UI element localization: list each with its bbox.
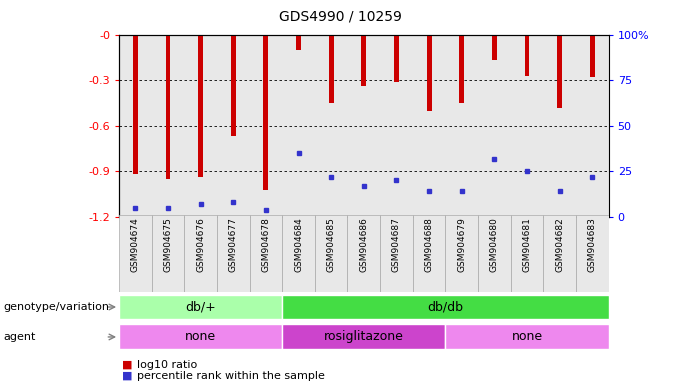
Bar — [557, 35, 562, 108]
Bar — [394, 35, 399, 82]
Bar — [119, 215, 152, 292]
Text: GSM904674: GSM904674 — [131, 217, 140, 272]
Text: ■: ■ — [122, 360, 133, 370]
Bar — [119, 295, 282, 319]
Text: GSM904686: GSM904686 — [359, 217, 369, 272]
Text: GSM904681: GSM904681 — [522, 217, 532, 272]
Bar — [250, 35, 282, 217]
Bar — [478, 215, 511, 292]
Bar — [347, 35, 380, 217]
Text: genotype/variation: genotype/variation — [3, 302, 109, 312]
Bar — [576, 35, 609, 217]
Bar — [184, 35, 217, 217]
Bar — [133, 35, 138, 174]
Bar — [198, 35, 203, 177]
Bar — [263, 35, 269, 190]
Bar — [282, 324, 445, 349]
Bar — [119, 35, 152, 217]
Bar — [492, 35, 497, 60]
Bar — [152, 215, 184, 292]
Text: none: none — [185, 331, 216, 343]
Bar — [361, 35, 367, 86]
Bar — [217, 35, 250, 217]
Text: GSM904687: GSM904687 — [392, 217, 401, 272]
Text: GSM904684: GSM904684 — [294, 217, 303, 272]
Text: GDS4990 / 10259: GDS4990 / 10259 — [279, 10, 401, 23]
Text: GSM904676: GSM904676 — [196, 217, 205, 272]
Bar — [576, 215, 609, 292]
Bar — [524, 35, 530, 76]
Text: GSM904677: GSM904677 — [228, 217, 238, 272]
Text: rosiglitazone: rosiglitazone — [324, 331, 404, 343]
Bar — [459, 35, 464, 103]
Bar — [152, 35, 184, 217]
Bar — [315, 35, 347, 217]
Bar — [119, 324, 282, 349]
Bar — [445, 215, 478, 292]
Text: db/db: db/db — [428, 301, 463, 313]
Text: GSM904682: GSM904682 — [555, 217, 564, 272]
Text: GSM904683: GSM904683 — [588, 217, 597, 272]
Bar — [282, 215, 315, 292]
Bar — [511, 35, 543, 217]
Text: log10 ratio: log10 ratio — [137, 360, 198, 370]
Bar — [282, 35, 315, 217]
Bar — [445, 35, 478, 217]
Text: GSM904680: GSM904680 — [490, 217, 499, 272]
Text: GSM904675: GSM904675 — [163, 217, 173, 272]
Text: ■: ■ — [122, 371, 133, 381]
Text: GSM904678: GSM904678 — [261, 217, 271, 272]
Bar — [165, 35, 171, 179]
Text: none: none — [511, 331, 543, 343]
Bar — [413, 215, 445, 292]
Bar — [217, 215, 250, 292]
Bar — [328, 35, 334, 103]
Bar — [347, 215, 380, 292]
Text: db/+: db/+ — [185, 301, 216, 313]
Bar — [590, 35, 595, 77]
Bar — [296, 35, 301, 50]
Bar — [445, 324, 609, 349]
Text: agent: agent — [3, 332, 36, 342]
Bar — [282, 295, 609, 319]
Bar — [380, 35, 413, 217]
Text: GSM904679: GSM904679 — [457, 217, 466, 272]
Bar — [250, 215, 282, 292]
Text: GSM904685: GSM904685 — [326, 217, 336, 272]
Bar — [315, 215, 347, 292]
Text: GSM904688: GSM904688 — [424, 217, 434, 272]
Bar — [478, 35, 511, 217]
Bar — [184, 215, 217, 292]
Bar — [380, 215, 413, 292]
Bar — [543, 35, 576, 217]
Bar — [426, 35, 432, 111]
Text: percentile rank within the sample: percentile rank within the sample — [137, 371, 325, 381]
Bar — [511, 215, 543, 292]
Bar — [543, 215, 576, 292]
Bar — [231, 35, 236, 136]
Bar — [413, 35, 445, 217]
